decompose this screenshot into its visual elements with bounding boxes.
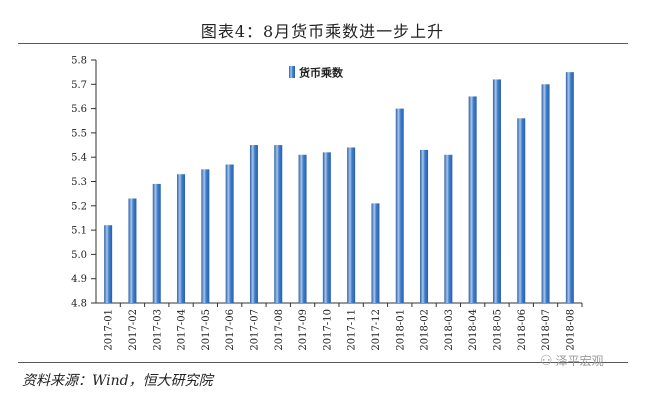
footer-divider <box>18 362 628 363</box>
x-tick-label: 2017-09 <box>298 309 309 351</box>
x-tick-label: 2017-05 <box>201 309 212 351</box>
x-tick-label: 2018-01 <box>395 309 406 351</box>
bar <box>152 183 161 303</box>
bar <box>468 96 477 303</box>
x-tick-label: 2017-08 <box>274 309 285 351</box>
watermark-text: 泽平宏观 <box>555 354 604 368</box>
title-divider <box>18 43 628 44</box>
bar <box>298 154 307 303</box>
y-tick-label: 4.8 <box>71 299 87 310</box>
x-tick-label: 2018-03 <box>444 309 455 351</box>
x-tick-label: 2017-06 <box>225 309 236 351</box>
bar <box>177 174 186 303</box>
x-tick-label: 2017-07 <box>249 309 260 351</box>
bar <box>274 145 283 303</box>
legend-label: 货币乘数 <box>298 66 344 80</box>
y-tick-label: 5.6 <box>71 104 87 115</box>
bar <box>371 203 380 303</box>
y-tick-label: 5.7 <box>71 80 87 91</box>
y-tick-label: 4.9 <box>71 274 87 285</box>
y-tick-label: 5.5 <box>71 128 87 139</box>
x-tick-label: 2018-06 <box>517 309 528 351</box>
y-tick-label: 5.1 <box>71 226 87 237</box>
y-tick-label: 5.8 <box>71 56 87 67</box>
bar <box>395 108 404 303</box>
bar <box>201 169 210 303</box>
x-tick-label: 2018-05 <box>492 309 503 351</box>
x-tick-label: 2017-01 <box>104 309 115 351</box>
y-tick-label: 5.4 <box>71 153 87 164</box>
bar <box>225 164 234 303</box>
y-tick-label: 5.0 <box>71 250 87 261</box>
bar <box>444 154 453 303</box>
bar <box>565 72 574 304</box>
x-tick-label: 2018-07 <box>541 309 552 351</box>
bar <box>541 84 550 303</box>
y-tick-label: 5.3 <box>71 177 87 188</box>
bar <box>347 147 356 303</box>
bar <box>492 79 501 303</box>
bar <box>322 152 331 303</box>
x-tick-label: 2017-11 <box>347 309 358 351</box>
source-note: 资料来源：Wind，恒大研究院 <box>22 373 213 389</box>
bar <box>249 145 258 303</box>
wechat-watermark-icon: ⚇ <box>540 352 553 369</box>
x-tick-label: 2018-04 <box>468 309 479 351</box>
x-tick-label: 2018-08 <box>565 309 576 351</box>
x-tick-label: 2018-02 <box>420 309 431 351</box>
x-tick-label: 2017-03 <box>152 309 163 351</box>
watermark: ⚇ 泽平宏观 <box>540 352 604 369</box>
bar <box>128 198 137 303</box>
x-tick-label: 2017-04 <box>177 309 188 351</box>
bar <box>104 225 113 303</box>
x-tick-label: 2017-12 <box>371 309 382 351</box>
figure-title: 图表4：8月货币乘数进一步上升 <box>200 22 445 41</box>
bar <box>420 149 429 303</box>
x-tick-label: 2017-02 <box>128 309 139 351</box>
legend-swatch <box>289 66 295 78</box>
y-tick-label: 5.2 <box>71 201 87 212</box>
bar <box>517 118 526 303</box>
x-tick-label: 2017-10 <box>322 309 333 351</box>
